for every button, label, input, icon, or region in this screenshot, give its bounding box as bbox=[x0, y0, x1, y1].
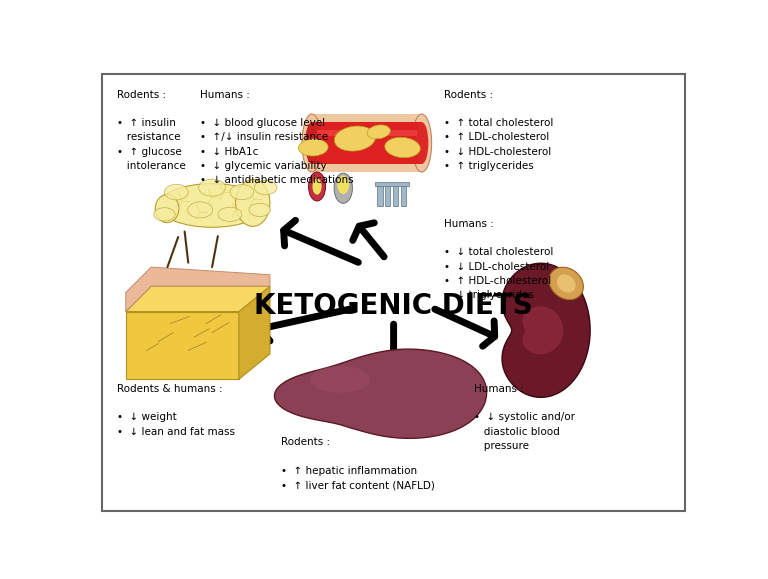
Text: Rodents & humans :: Rodents & humans : bbox=[117, 384, 223, 394]
Text: •  ↓ LDL-cholesterol: • ↓ LDL-cholesterol bbox=[444, 262, 549, 272]
Text: •  ↓ glycemic variability: • ↓ glycemic variability bbox=[200, 161, 327, 171]
Ellipse shape bbox=[415, 122, 429, 164]
Ellipse shape bbox=[305, 122, 319, 164]
Polygon shape bbox=[522, 306, 563, 354]
Ellipse shape bbox=[199, 179, 226, 196]
Ellipse shape bbox=[313, 178, 322, 195]
Ellipse shape bbox=[254, 181, 277, 195]
Ellipse shape bbox=[236, 179, 270, 226]
Text: •  ↑ insulin: • ↑ insulin bbox=[117, 118, 176, 128]
Text: •  ↑ total cholesterol: • ↑ total cholesterol bbox=[444, 118, 554, 128]
Text: •  ↓ antidiabetic medications: • ↓ antidiabetic medications bbox=[200, 175, 354, 185]
Text: Humans :: Humans : bbox=[474, 384, 524, 394]
Ellipse shape bbox=[310, 366, 370, 393]
FancyBboxPatch shape bbox=[102, 74, 685, 511]
Text: Rodents :: Rodents : bbox=[117, 90, 166, 100]
Ellipse shape bbox=[154, 208, 175, 221]
Ellipse shape bbox=[299, 139, 328, 156]
Text: •  ↑ triglycerides: • ↑ triglycerides bbox=[444, 161, 534, 171]
Polygon shape bbox=[239, 286, 270, 379]
Ellipse shape bbox=[367, 125, 390, 139]
Bar bbox=[312, 122, 422, 164]
Text: •  ↑ LDL-cholesterol: • ↑ LDL-cholesterol bbox=[444, 133, 549, 142]
Text: Humans :: Humans : bbox=[444, 219, 494, 229]
Text: Humans :: Humans : bbox=[200, 90, 250, 100]
Ellipse shape bbox=[549, 267, 584, 300]
Bar bbox=[375, 182, 409, 186]
Bar bbox=[401, 184, 406, 206]
Ellipse shape bbox=[164, 184, 188, 200]
Ellipse shape bbox=[334, 173, 353, 203]
Text: resistance: resistance bbox=[117, 133, 180, 142]
Text: •  ↑/↓ insulin resistance: • ↑/↓ insulin resistance bbox=[200, 133, 328, 142]
Ellipse shape bbox=[302, 114, 322, 172]
Text: •  ↑ HDL-cholesterol: • ↑ HDL-cholesterol bbox=[444, 276, 551, 286]
Bar bbox=[377, 184, 382, 206]
Polygon shape bbox=[126, 267, 270, 312]
Text: •  ↓ triglycerides: • ↓ triglycerides bbox=[444, 290, 534, 300]
Text: pressure: pressure bbox=[474, 441, 529, 451]
Bar bbox=[317, 130, 416, 136]
Ellipse shape bbox=[249, 203, 270, 217]
Text: diastolic blood: diastolic blood bbox=[474, 427, 560, 437]
Ellipse shape bbox=[412, 114, 432, 172]
Text: •  ↓ blood glucose level: • ↓ blood glucose level bbox=[200, 118, 326, 128]
Text: •  ↓ HbA1c: • ↓ HbA1c bbox=[200, 146, 259, 156]
Ellipse shape bbox=[158, 184, 266, 228]
Polygon shape bbox=[274, 349, 487, 438]
Ellipse shape bbox=[557, 274, 576, 292]
Text: •  ↓ systolic and/or: • ↓ systolic and/or bbox=[474, 412, 575, 422]
Polygon shape bbox=[126, 312, 239, 379]
Ellipse shape bbox=[155, 195, 179, 222]
Text: •  ↓ HDL-cholesterol: • ↓ HDL-cholesterol bbox=[444, 146, 551, 156]
Ellipse shape bbox=[334, 126, 376, 151]
Text: •  ↓ weight: • ↓ weight bbox=[117, 412, 177, 422]
Bar bbox=[312, 114, 422, 172]
Text: •  ↑ glucose: • ↑ glucose bbox=[117, 146, 181, 156]
Ellipse shape bbox=[385, 137, 420, 157]
Text: Rodents :: Rodents : bbox=[444, 90, 493, 100]
Ellipse shape bbox=[187, 202, 213, 218]
Text: •  ↑ liver fat content (NAFLD): • ↑ liver fat content (NAFLD) bbox=[280, 480, 435, 490]
Text: intolerance: intolerance bbox=[117, 161, 186, 171]
Bar bbox=[385, 184, 390, 206]
Bar bbox=[393, 184, 399, 206]
Ellipse shape bbox=[218, 207, 242, 222]
Text: •  ↑ hepatic inflammation: • ↑ hepatic inflammation bbox=[280, 466, 416, 476]
Text: •  ↓ total cholesterol: • ↓ total cholesterol bbox=[444, 247, 554, 258]
Ellipse shape bbox=[309, 172, 326, 201]
Text: •  ↓ lean and fat mass: • ↓ lean and fat mass bbox=[117, 427, 235, 437]
Text: KETOGENIC DIETS: KETOGENIC DIETS bbox=[254, 292, 533, 320]
Ellipse shape bbox=[337, 175, 349, 194]
Polygon shape bbox=[502, 263, 590, 397]
Text: Rodents :: Rodents : bbox=[280, 437, 329, 448]
Polygon shape bbox=[126, 286, 270, 312]
Ellipse shape bbox=[230, 185, 253, 200]
